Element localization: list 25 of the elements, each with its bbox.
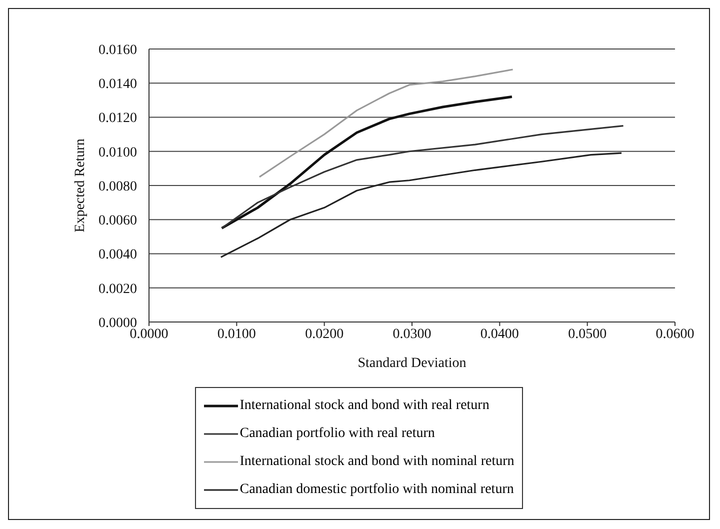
- y-tick-label: 0.0040: [98, 248, 137, 263]
- x-axis-title: Standard Deviation: [358, 356, 466, 371]
- y-tick-label: 0.0080: [98, 179, 137, 194]
- x-tick-label: 0.0300: [392, 326, 432, 342]
- x-tick-label: 0.0200: [305, 326, 344, 342]
- y-tick-label: 0.0100: [98, 145, 137, 160]
- x-tick-label: 0.0600: [656, 326, 694, 342]
- x-tick-label: 0.0100: [217, 326, 256, 342]
- legend-label: International stock and bond with real return: [240, 398, 490, 414]
- x-tick-label: 0.0000: [130, 326, 168, 342]
- y-tick-label: 0.0160: [98, 42, 137, 58]
- y-tick-label: 0.0120: [98, 111, 137, 126]
- legend-label: International stock and bond with nominal return: [240, 454, 514, 470]
- line-series: [258, 68, 514, 178]
- y-axis-title: Expected Return: [72, 138, 88, 232]
- y-tick-label: 0.0140: [98, 77, 137, 92]
- x-tick-label: 0.0500: [568, 326, 607, 342]
- y-tick-label: 0.0020: [98, 282, 137, 297]
- line-series: [220, 152, 622, 258]
- legend-label: Canadian domestic portfolio with nominal return: [240, 482, 514, 498]
- y-tick-label: 0.0060: [98, 214, 137, 229]
- legend-label: Canadian portfolio with real return: [240, 426, 435, 442]
- line-series: [220, 124, 624, 229]
- x-tick-label: 0.0400: [480, 326, 519, 342]
- line-series: [220, 96, 514, 230]
